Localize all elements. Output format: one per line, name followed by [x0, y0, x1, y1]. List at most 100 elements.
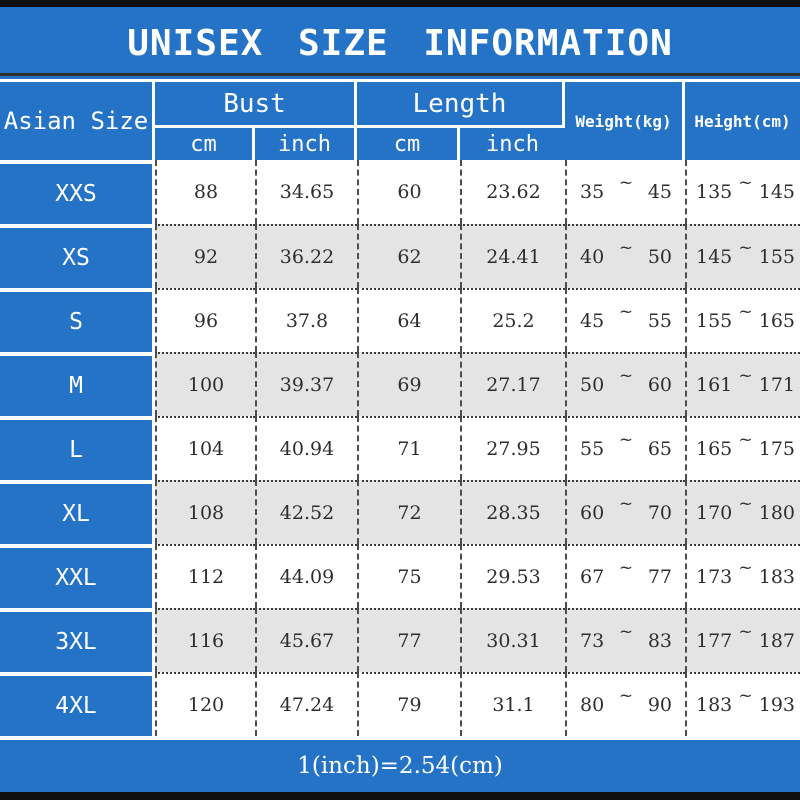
weight-min: 73 — [580, 630, 605, 652]
header-weight: Weight(kg) — [565, 82, 685, 160]
tilde-symbol: ~ — [738, 366, 753, 386]
size-label: M — [0, 352, 155, 416]
weight-min: 67 — [580, 566, 605, 588]
bust-cm-value: 104 — [155, 416, 255, 480]
height-max: 183 — [758, 566, 795, 588]
table-row: 3XL 116 45.67 77 30.31 73 ~ 83 177 ~ 187 — [0, 608, 800, 672]
title-bottom-edge — [0, 73, 800, 76]
tilde-symbol: ~ — [618, 173, 634, 193]
header-length: Length — [357, 82, 565, 125]
header-height: Height(cm) — [685, 82, 800, 160]
length-inch-value: 30.31 — [460, 608, 565, 672]
length-cm-value: 64 — [357, 288, 460, 352]
height-range: 177 ~ 187 — [685, 608, 800, 672]
table-row: L 104 40.94 71 27.95 55 ~ 65 165 ~ 175 — [0, 416, 800, 480]
tilde-symbol: ~ — [618, 430, 634, 450]
weight-range: 80 ~ 90 — [565, 672, 685, 736]
weight-max: 45 — [647, 181, 672, 203]
size-label: XL — [0, 480, 155, 544]
weight-max: 55 — [647, 310, 672, 332]
weight-max: 65 — [647, 438, 672, 460]
table-header: Asian Size Bust Length Weight(kg) Height… — [0, 82, 800, 160]
weight-range: 45 ~ 55 — [565, 288, 685, 352]
length-cm-value: 72 — [357, 480, 460, 544]
height-range: 145 ~ 155 — [685, 224, 800, 288]
bust-inch-value: 47.24 — [255, 672, 357, 736]
height-range: 173 ~ 183 — [685, 544, 800, 608]
weight-max: 70 — [647, 502, 672, 524]
bust-cm-value: 112 — [155, 544, 255, 608]
height-min: 155 — [696, 310, 733, 332]
tilde-symbol: ~ — [738, 622, 753, 642]
height-min: 177 — [696, 630, 733, 652]
height-max: 145 — [758, 181, 795, 203]
height-max: 175 — [758, 438, 795, 460]
weight-range: 50 ~ 60 — [565, 352, 685, 416]
table-row: S 96 37.8 64 25.2 45 ~ 55 155 ~ 165 — [0, 288, 800, 352]
height-max: 155 — [758, 246, 795, 268]
bust-inch-value: 42.52 — [255, 480, 357, 544]
header-length-inch: inch — [460, 128, 565, 160]
header-asian-size: Asian Size — [0, 82, 155, 160]
bust-inch-value: 37.8 — [255, 288, 357, 352]
length-inch-value: 27.95 — [460, 416, 565, 480]
height-max: 180 — [758, 502, 795, 524]
height-min: 145 — [696, 246, 733, 268]
size-label: XS — [0, 224, 155, 288]
length-cm-value: 71 — [357, 416, 460, 480]
weight-range: 55 ~ 65 — [565, 416, 685, 480]
bust-cm-value: 120 — [155, 672, 255, 736]
tilde-symbol: ~ — [618, 238, 634, 258]
divider-strip — [0, 76, 800, 79]
size-label: XXS — [0, 160, 155, 224]
tilde-symbol: ~ — [618, 366, 634, 386]
size-label: 4XL — [0, 672, 155, 736]
size-label: 3XL — [0, 608, 155, 672]
height-range: 155 ~ 165 — [685, 288, 800, 352]
weight-min: 40 — [580, 246, 605, 268]
length-inch-value: 28.35 — [460, 480, 565, 544]
height-min: 170 — [696, 502, 733, 524]
height-min: 135 — [696, 181, 733, 203]
bust-inch-value: 36.22 — [255, 224, 357, 288]
height-range: 183 ~ 193 — [685, 672, 800, 736]
tilde-symbol: ~ — [618, 302, 634, 322]
header-bust-cm: cm — [155, 128, 255, 160]
weight-min: 45 — [580, 310, 605, 332]
length-inch-value: 29.53 — [460, 544, 565, 608]
height-min: 183 — [696, 694, 733, 716]
weight-range: 40 ~ 50 — [565, 224, 685, 288]
bust-inch-value: 45.67 — [255, 608, 357, 672]
tilde-symbol: ~ — [738, 302, 753, 322]
height-range: 135 ~ 145 — [685, 160, 800, 224]
tilde-symbol: ~ — [618, 494, 634, 514]
bust-cm-value: 92 — [155, 224, 255, 288]
weight-min: 60 — [580, 502, 605, 524]
weight-max: 50 — [647, 246, 672, 268]
footer-note-bar: 1(inch)=2.54(cm) — [0, 740, 800, 792]
height-range: 170 ~ 180 — [685, 480, 800, 544]
table-body: XXS 88 34.65 60 23.62 35 ~ 45 135 ~ 145 … — [0, 160, 800, 736]
weight-min: 35 — [580, 181, 605, 203]
title-banner: UNISEX SIZE INFORMATION — [0, 7, 800, 73]
height-min: 173 — [696, 566, 733, 588]
length-cm-value: 69 — [357, 352, 460, 416]
page-title: UNISEX SIZE INFORMATION — [127, 22, 673, 64]
length-inch-value: 24.41 — [460, 224, 565, 288]
weight-range: 73 ~ 83 — [565, 608, 685, 672]
height-max: 193 — [758, 694, 795, 716]
bottom-border-bar — [0, 792, 800, 800]
table-row: 4XL 120 47.24 79 31.1 80 ~ 90 183 ~ 193 — [0, 672, 800, 736]
height-max: 171 — [758, 374, 795, 396]
tilde-symbol: ~ — [738, 558, 753, 578]
header-length-cm: cm — [357, 128, 460, 160]
header-bust-inch: inch — [255, 128, 357, 160]
length-cm-value: 77 — [357, 608, 460, 672]
weight-min: 80 — [580, 694, 605, 716]
tilde-symbol: ~ — [738, 173, 753, 193]
size-label: XXL — [0, 544, 155, 608]
length-cm-value: 75 — [357, 544, 460, 608]
bust-inch-value: 39.37 — [255, 352, 357, 416]
bust-inch-value: 40.94 — [255, 416, 357, 480]
weight-min: 55 — [580, 438, 605, 460]
